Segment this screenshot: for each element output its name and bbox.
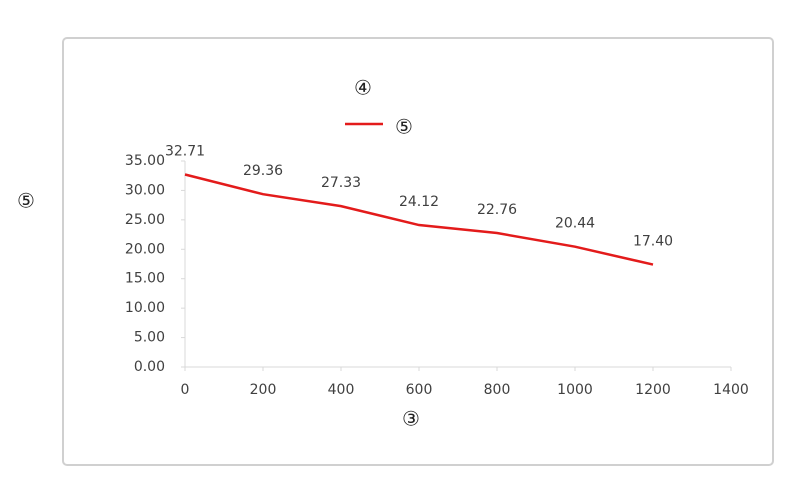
y-tick-label: 30.00 <box>125 182 165 198</box>
x-tick-label: 0 <box>181 382 190 398</box>
x-tick-label: 1200 <box>635 382 671 398</box>
data-label: 24.12 <box>399 194 439 210</box>
chart-frame <box>62 37 774 466</box>
x-tick-label: 200 <box>250 382 277 398</box>
y-tick-label: 5.00 <box>134 330 165 346</box>
data-label: 20.44 <box>555 216 595 232</box>
x-tick-label: 600 <box>406 382 433 398</box>
x-axis-label: ③ <box>402 407 420 431</box>
y-tick-label: 10.00 <box>125 300 165 316</box>
y-tick-label: 15.00 <box>125 271 165 287</box>
y-tick-label: 20.00 <box>125 241 165 257</box>
data-line <box>184 173 654 266</box>
data-label: 32.71 <box>165 143 205 159</box>
data-label: 17.40 <box>633 234 673 250</box>
data-label: 29.36 <box>243 163 283 179</box>
x-tick-label: 800 <box>484 382 511 398</box>
data-label: 27.33 <box>321 175 361 191</box>
y-axis-label: ⑤ <box>17 189 35 213</box>
legend-label: ⑤ <box>395 115 413 139</box>
x-tick-label: 400 <box>328 382 355 398</box>
x-tick-label: 1400 <box>713 382 749 398</box>
chart-title: ④ <box>354 76 372 100</box>
y-tick-label: 35.00 <box>125 153 165 169</box>
data-label: 22.76 <box>477 202 517 218</box>
y-tick-label: 0.00 <box>134 359 165 375</box>
y-tick-label: 25.00 <box>125 212 165 228</box>
x-tick-label: 1000 <box>557 382 593 398</box>
